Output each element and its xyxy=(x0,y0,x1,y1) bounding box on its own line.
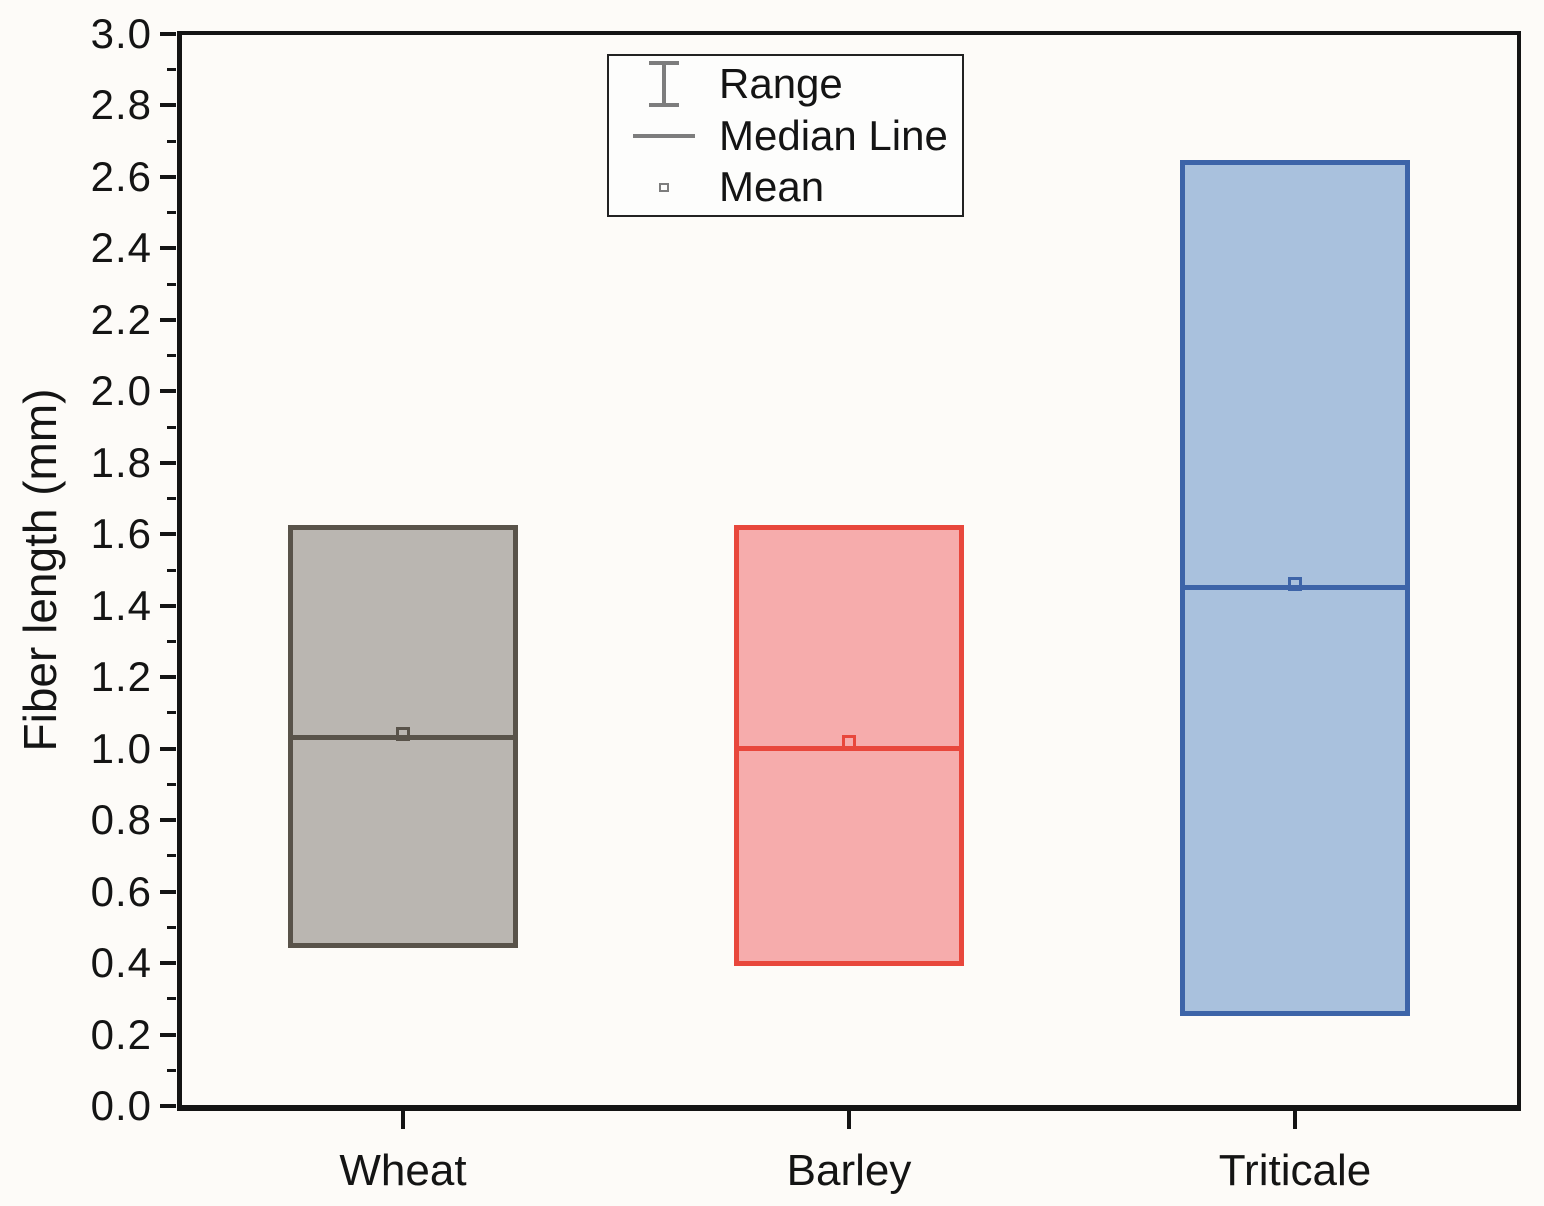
legend-row-range: Range xyxy=(609,58,962,110)
y-minor-tick xyxy=(167,639,176,643)
y-major-tick xyxy=(160,32,176,36)
y-minor-tick xyxy=(167,782,176,786)
y-minor-tick xyxy=(167,354,176,358)
y-major-tick xyxy=(160,1104,176,1108)
y-tick-label: 1.6 xyxy=(90,510,152,558)
y-minor-tick xyxy=(167,997,176,1001)
mean-marker-barley xyxy=(842,734,856,749)
x-tick-barley xyxy=(847,1111,851,1129)
y-tick-label: 1.2 xyxy=(90,653,152,701)
y-major-tick xyxy=(160,818,176,823)
legend-label-median: Median Line xyxy=(719,111,948,159)
y-tick-label: 2.8 xyxy=(90,81,152,129)
y-minor-tick xyxy=(167,854,176,858)
y-minor-tick xyxy=(167,497,176,501)
y-minor-tick xyxy=(167,211,176,215)
y-major-tick xyxy=(160,603,176,608)
y-minor-tick xyxy=(167,139,176,143)
mean-marker-triticale xyxy=(1288,577,1302,592)
y-major-tick xyxy=(160,1032,176,1037)
y-major-tick xyxy=(160,389,176,394)
median-line-barley xyxy=(734,746,964,752)
y-minor-tick xyxy=(167,68,176,72)
median-line-icon xyxy=(609,133,719,138)
y-minor-tick xyxy=(167,425,176,429)
legend-row-mean: Mean xyxy=(609,161,962,213)
y-minor-tick xyxy=(167,568,176,572)
y-major-tick xyxy=(160,103,176,108)
median-line-wheat xyxy=(288,735,518,741)
y-tick-label: 0.6 xyxy=(90,867,152,915)
y-major-tick xyxy=(160,246,176,251)
box-barley xyxy=(734,524,964,966)
legend-label-mean: Mean xyxy=(719,163,825,211)
y-tick-label: 2.6 xyxy=(90,152,152,200)
legend: Range Median Line Mean xyxy=(607,54,964,217)
y-minor-tick xyxy=(167,711,176,715)
range-errorbar-icon xyxy=(609,60,719,107)
y-major-tick xyxy=(160,174,176,179)
y-tick-label: 0.4 xyxy=(90,939,152,987)
median-line-triticale xyxy=(1180,585,1410,591)
y-major-tick xyxy=(160,675,176,680)
mean-marker-wheat xyxy=(396,727,410,742)
y-tick-label: 0.8 xyxy=(90,796,152,844)
y-minor-tick xyxy=(167,1068,176,1072)
mean-square-icon xyxy=(609,182,719,192)
x-label-barley: Barley xyxy=(786,1146,912,1195)
y-minor-tick xyxy=(167,925,176,929)
x-tick-triticale xyxy=(1293,1111,1297,1129)
y-minor-tick xyxy=(167,282,176,286)
y-major-tick xyxy=(160,961,176,966)
y-tick-label: 0.2 xyxy=(90,1010,152,1058)
y-tick-label: 1.8 xyxy=(90,438,152,486)
y-tick-label: 3.0 xyxy=(90,10,152,57)
y-tick-label: 2.0 xyxy=(90,367,152,415)
x-tick-wheat xyxy=(401,1111,405,1129)
plot-frame xyxy=(177,31,1521,1111)
y-tick-label: 1.4 xyxy=(90,581,152,629)
y-tick-label: 2.4 xyxy=(90,224,152,272)
x-label-wheat: Wheat xyxy=(339,1146,467,1195)
y-major-tick xyxy=(160,460,176,465)
y-major-tick xyxy=(160,317,176,322)
y-major-tick xyxy=(160,889,176,894)
y-tick-label: 2.2 xyxy=(90,295,152,343)
legend-row-median: Median Line xyxy=(609,110,962,162)
x-label-triticale: Triticale xyxy=(1218,1146,1372,1195)
y-tick-label: 0.0 xyxy=(90,1082,152,1129)
legend-label-range: Range xyxy=(719,59,843,107)
y-major-tick xyxy=(160,746,176,751)
y-major-tick xyxy=(160,532,176,537)
y-tick-label: 1.0 xyxy=(90,724,152,772)
